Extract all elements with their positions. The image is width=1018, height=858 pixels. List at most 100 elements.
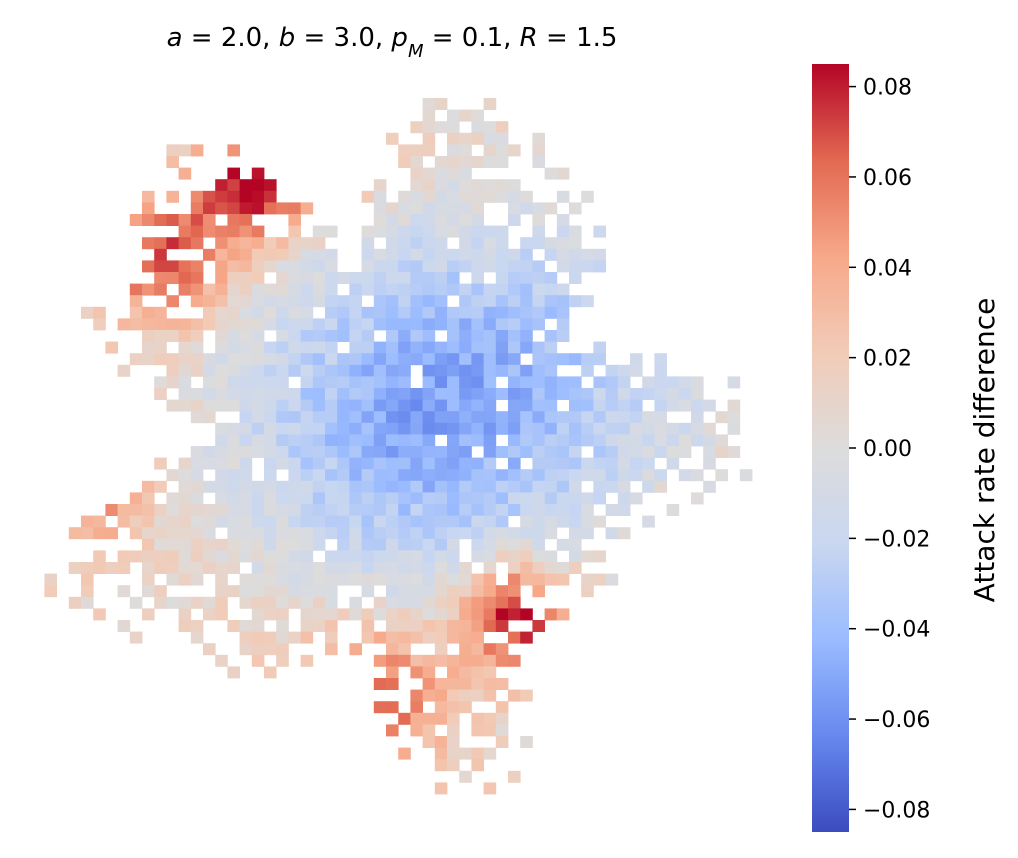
heatmap-cell <box>422 388 436 400</box>
heatmap-cell <box>276 643 289 656</box>
heatmap-cell <box>434 376 448 389</box>
heatmap-cell <box>398 504 411 516</box>
heatmap-cell <box>251 411 265 424</box>
heatmap-cell <box>654 434 667 447</box>
heatmap-cell <box>264 318 277 331</box>
heatmap-cell <box>483 225 497 238</box>
heatmap-cell <box>508 272 521 284</box>
heatmap-cell <box>556 167 570 180</box>
heatmap-cell <box>251 515 265 528</box>
heatmap-cell <box>471 132 484 145</box>
heatmap-cell <box>276 492 289 505</box>
heatmap-cell <box>239 190 253 203</box>
heatmap-cell <box>459 330 472 342</box>
heatmap-cell <box>422 434 436 447</box>
heatmap-cell <box>142 306 155 319</box>
heatmap-cell <box>251 237 265 250</box>
heatmap-cell <box>483 596 497 609</box>
heatmap-cell <box>434 596 448 609</box>
heatmap-cell <box>434 341 448 354</box>
heatmap-cell <box>471 538 484 551</box>
heatmap-cell <box>483 260 497 273</box>
heatmap-cell <box>361 248 375 261</box>
heatmap-cell <box>483 422 497 435</box>
heatmap-cell <box>264 631 277 644</box>
heatmap-cell <box>617 388 631 400</box>
heatmap-cell <box>495 712 509 725</box>
heatmap-cell <box>520 248 533 261</box>
heatmap-cell <box>154 237 167 250</box>
heatmap-cell <box>373 341 387 354</box>
heatmap-cell <box>434 527 448 540</box>
heatmap-cell <box>569 260 582 273</box>
heatmap-cell <box>422 295 436 308</box>
heatmap-cell <box>654 422 667 435</box>
heatmap-cell <box>398 538 411 551</box>
heatmap-cell <box>337 422 350 435</box>
heatmap-cell <box>203 283 216 296</box>
heatmap-cell <box>349 353 362 366</box>
heatmap-cell <box>154 457 167 470</box>
heatmap-cell <box>154 585 167 598</box>
heatmap-cell <box>227 527 240 540</box>
heatmap-cell <box>288 202 301 215</box>
heatmap-cell <box>581 469 594 482</box>
heatmap-cell <box>251 631 265 644</box>
heatmap-cell <box>373 492 387 505</box>
heatmap-cell <box>312 480 326 493</box>
heatmap-cell <box>154 388 167 400</box>
heatmap-cell <box>508 573 521 586</box>
heatmap-cell <box>532 515 545 528</box>
heatmap-cell <box>569 225 582 238</box>
heatmap-cell <box>264 643 277 656</box>
heatmap-cell <box>154 527 167 540</box>
heatmap-cell <box>483 573 497 586</box>
heatmap-cell <box>142 538 155 551</box>
heatmap-cell <box>605 399 619 412</box>
heatmap-cell <box>422 132 436 145</box>
heatmap-cell <box>264 237 277 250</box>
heatmap-cell <box>117 585 131 598</box>
heatmap-cell <box>398 283 411 296</box>
heatmap-cell <box>215 248 228 261</box>
heatmap-cell <box>654 480 667 493</box>
heatmap-cell <box>398 248 411 261</box>
heatmap-cell <box>508 353 521 366</box>
heatmap-cell <box>459 504 472 516</box>
heatmap-cell <box>215 538 228 551</box>
heatmap-cell <box>215 330 228 342</box>
heatmap-cell <box>410 469 423 482</box>
heatmap-cell <box>422 214 436 226</box>
heatmap-cell <box>239 283 253 296</box>
heatmap-cell <box>154 562 167 574</box>
heatmap-cell <box>569 515 582 528</box>
heatmap-cell <box>288 573 301 586</box>
heatmap-cell <box>178 620 192 632</box>
heatmap-cell <box>386 330 399 342</box>
heatmap-cell <box>495 237 509 250</box>
heatmap-cell <box>178 573 192 586</box>
heatmap-cell <box>520 515 533 528</box>
heatmap-cell <box>544 341 558 354</box>
heatmap-cell <box>508 527 521 540</box>
heatmap-cell <box>398 388 411 400</box>
heatmap-cell <box>654 411 667 424</box>
heatmap-cell <box>642 515 655 528</box>
heatmap-cell <box>398 376 411 389</box>
heatmap-cell <box>251 283 265 296</box>
heatmap-cell <box>605 364 619 377</box>
heatmap-cell <box>178 144 192 157</box>
heatmap-cell <box>349 341 362 354</box>
heatmap-cell <box>203 608 216 621</box>
heatmap-cell <box>483 353 497 366</box>
heatmap-cell <box>398 469 411 482</box>
heatmap-cell <box>471 388 484 400</box>
heatmap-cell <box>325 608 338 621</box>
heatmap-cell <box>520 341 533 354</box>
heatmap-cell <box>325 295 338 308</box>
heatmap-cell <box>349 283 362 296</box>
heatmap-cell <box>495 550 509 563</box>
heatmap-cell <box>386 341 399 354</box>
heatmap-cell <box>190 573 204 586</box>
heatmap-cell <box>434 643 448 656</box>
